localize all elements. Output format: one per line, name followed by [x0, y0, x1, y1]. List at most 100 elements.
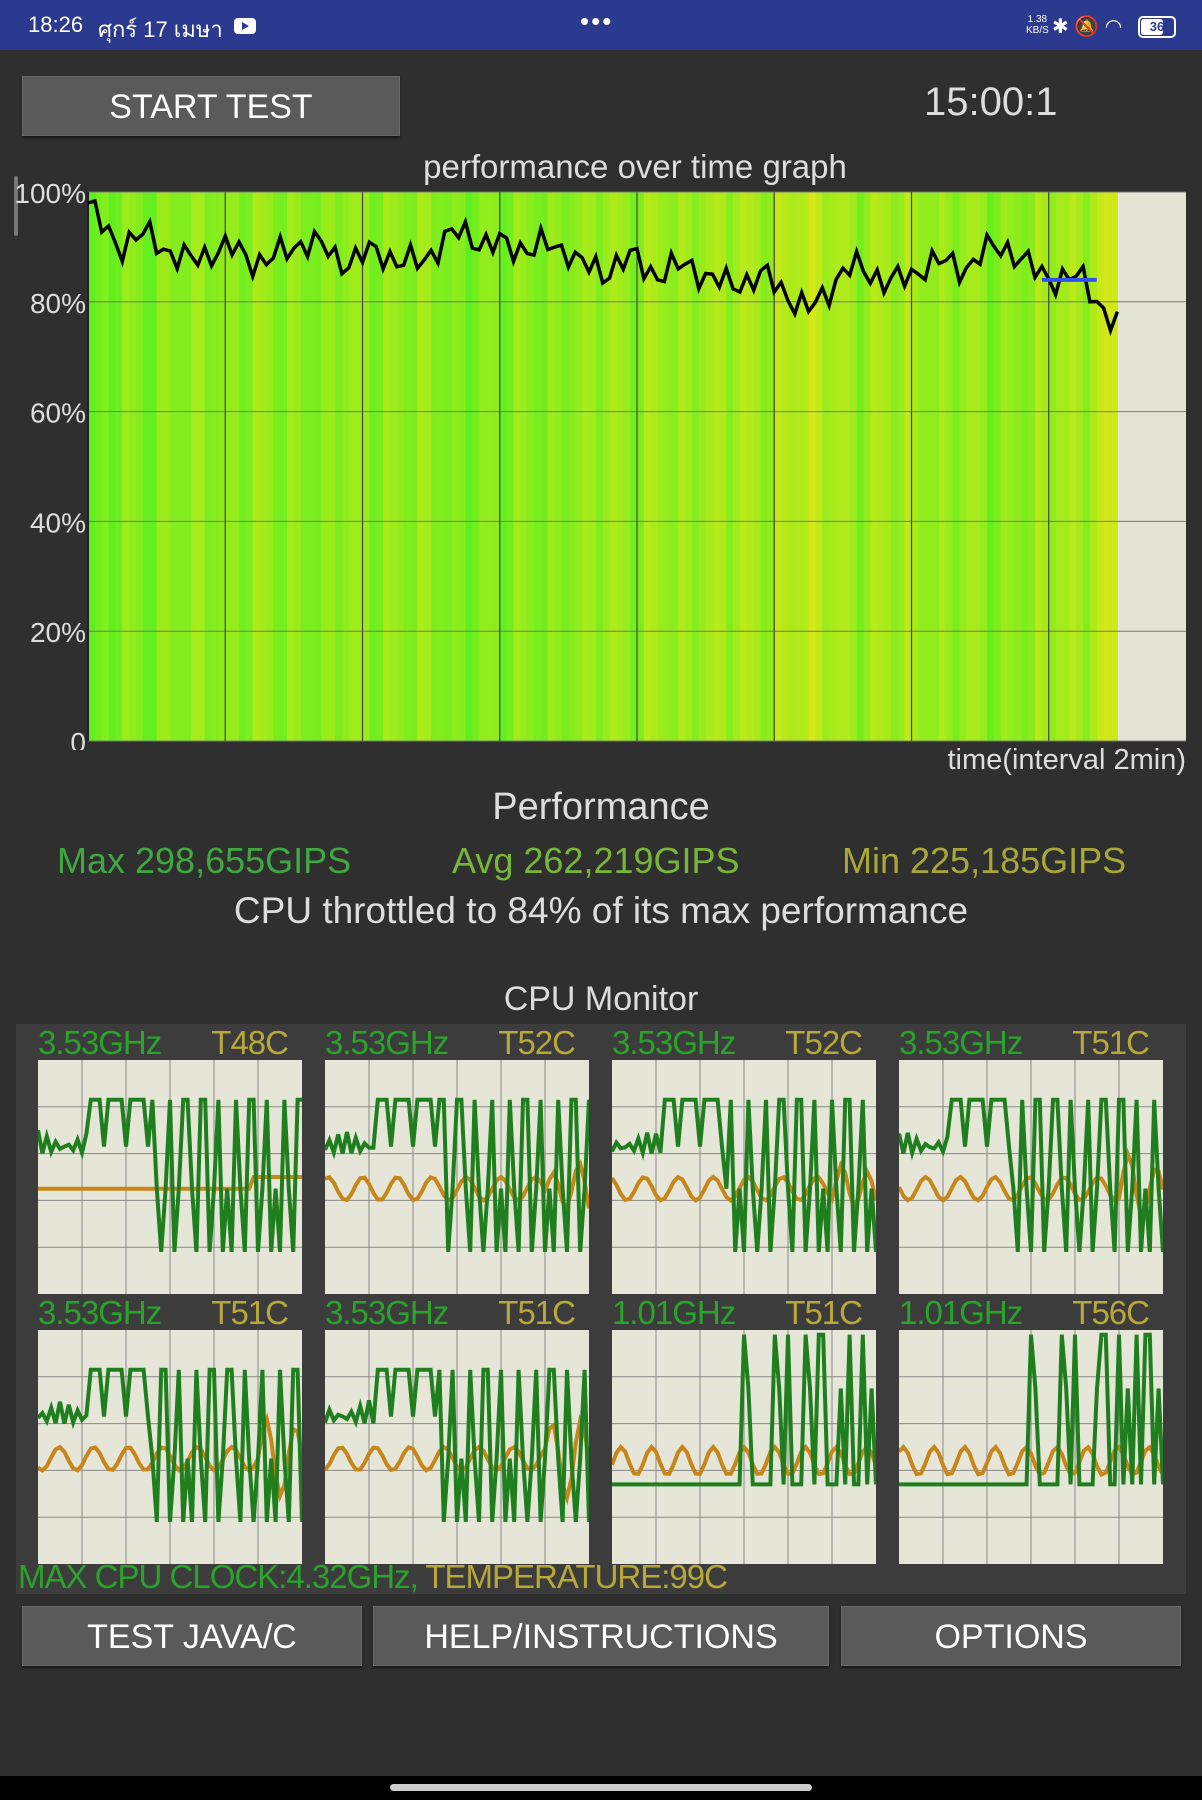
core-chart — [325, 1060, 589, 1294]
performance-fill-strip — [774, 192, 782, 741]
performance-fill-strip — [870, 192, 878, 741]
performance-fill-strip — [787, 192, 796, 741]
core-freq-line — [899, 1332, 1163, 1487]
cpu-core-6: 1.01GHz T51C — [612, 1294, 876, 1564]
performance-fill-strip — [163, 192, 171, 741]
performance-fill-strip — [403, 192, 412, 741]
performance-fill-strip — [437, 192, 446, 741]
home-gesture-handle[interactable] — [390, 1784, 812, 1791]
performance-fill-strip — [1110, 192, 1118, 741]
performance-fill-strip — [959, 192, 967, 741]
performance-fill-strip — [115, 192, 123, 741]
test-timer: 15:00:1 — [924, 80, 1058, 124]
core-temperature: T52C — [498, 1024, 576, 1061]
performance-fill-strip — [1035, 192, 1043, 741]
min-performance: Min 225,185GIPS — [842, 840, 1127, 881]
options-button[interactable]: OPTIONS — [841, 1606, 1181, 1666]
core-temperature: T51C — [785, 1294, 863, 1331]
more-dots-icon[interactable]: ••• — [580, 6, 614, 36]
performance-fill-strip — [925, 192, 933, 741]
performance-fill-strip — [417, 192, 425, 741]
performance-fill-strip — [1000, 192, 1009, 741]
performance-fill-strip — [884, 192, 892, 741]
performance-fill-strip — [849, 192, 858, 741]
performance-fill-strip — [197, 192, 206, 741]
performance-fill-strip — [932, 192, 940, 741]
performance-fill-strip — [335, 192, 343, 741]
core-freq-line — [325, 1097, 589, 1253]
max-cpu-clock: MAX CPU CLOCK:4.32GHz, — [18, 1558, 426, 1595]
performance-fill-strip — [177, 192, 185, 741]
performance-fill-strip — [424, 192, 432, 741]
core-freq-line — [38, 1097, 302, 1253]
performance-chart: 100% 80% 60% 40% 20% 0 — [14, 178, 1186, 750]
performance-fill-strip — [918, 192, 926, 741]
performance-fill-strip — [753, 192, 762, 741]
y-tick-label: 20% — [30, 617, 86, 648]
performance-fill-strip — [245, 192, 254, 741]
performance-fill-strip — [863, 192, 871, 741]
test-java-button[interactable]: TEST JAVA/C — [22, 1606, 362, 1666]
performance-fill-strip — [794, 192, 803, 741]
throttle-summary: CPU throttled to 84% of its max performa… — [233, 890, 969, 931]
cpu-core-5: 3.53GHz T51C — [325, 1294, 589, 1564]
navigation-bar — [0, 1776, 1202, 1800]
performance-fill-strip — [588, 192, 597, 741]
performance-fill-strip — [767, 192, 775, 741]
performance-fill-strip — [952, 192, 961, 741]
performance-fill-strip — [273, 192, 281, 741]
performance-fill-strip — [609, 192, 618, 741]
performance-fill-strip — [321, 192, 329, 741]
performance-fill-strip — [760, 192, 768, 741]
status-date: ศุกร์ 17 เมษา — [98, 17, 223, 42]
performance-fill-strip — [492, 192, 501, 741]
performance-fill-strip — [719, 192, 727, 741]
performance-fill-strip — [890, 192, 899, 741]
performance-fill-strip — [547, 192, 556, 741]
performance-fill-strip — [369, 192, 377, 741]
core-freq-line — [38, 1367, 302, 1523]
performance-fill-strip — [1096, 192, 1105, 741]
performance-fill-strip — [986, 192, 995, 741]
help-instructions-button[interactable]: HELP/INSTRUCTIONS — [373, 1606, 829, 1666]
performance-fill-strip — [739, 192, 748, 741]
performance-fill-strip — [712, 192, 720, 741]
performance-fill-strip — [88, 192, 96, 741]
performance-fill-strip — [396, 192, 405, 741]
performance-fill-strip — [575, 192, 583, 741]
performance-fill-strip — [938, 192, 947, 741]
performance-fill-strip — [142, 192, 151, 741]
cpu-core-2: 3.53GHz T52C — [612, 1024, 876, 1294]
cpu-core-1: 3.53GHz T52C — [325, 1024, 589, 1294]
performance-fill-strip — [410, 192, 418, 741]
performance-fill-strip — [506, 192, 515, 741]
performance-fill-strip — [616, 192, 624, 741]
performance-fill-strip — [232, 192, 240, 741]
performance-fill-strip — [431, 192, 439, 741]
performance-fill-strip — [465, 192, 473, 741]
core-freq-line — [612, 1332, 876, 1487]
core-chart — [899, 1060, 1163, 1294]
performance-fill-strip — [1062, 192, 1070, 741]
core-frequency: 3.53GHz — [899, 1024, 1023, 1061]
performance-fill-strip — [1041, 192, 1050, 741]
performance-fill-strip — [486, 192, 494, 741]
performance-fill-strip — [602, 192, 611, 741]
core-temp-line — [612, 1160, 876, 1211]
performance-fill-strip — [225, 192, 233, 741]
performance-fill-strip — [280, 192, 288, 741]
performance-fill-strip — [362, 192, 370, 741]
core-frequency: 3.53GHz — [38, 1024, 162, 1061]
core-frequency: 3.53GHz — [612, 1024, 736, 1061]
core-frequency: 1.01GHz — [899, 1294, 1023, 1331]
youtube-icon — [234, 18, 256, 34]
core-freq-line — [899, 1097, 1163, 1253]
performance-fill-strip — [122, 192, 130, 741]
performance-fill-strip — [108, 192, 117, 741]
performance-fill-strip — [94, 192, 103, 741]
performance-fill-strip — [733, 192, 741, 741]
core-frequency: 1.01GHz — [612, 1294, 736, 1331]
performance-fill-strip — [1007, 192, 1016, 741]
core-temp-line — [899, 1443, 1163, 1478]
start-test-button[interactable]: START TEST — [22, 76, 400, 136]
